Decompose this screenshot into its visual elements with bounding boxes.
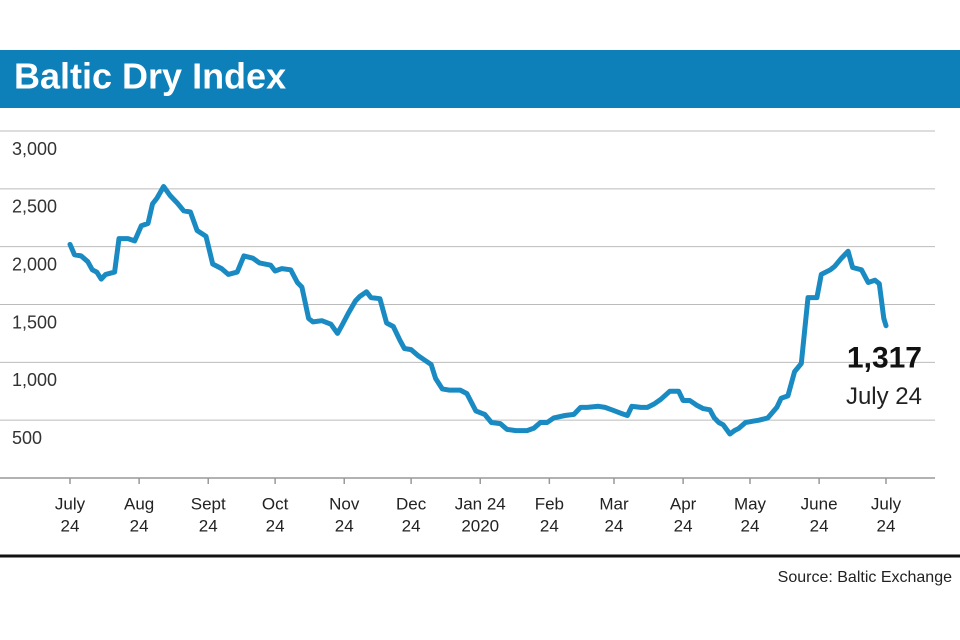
x-tick-label: Feb — [535, 494, 564, 513]
chart-title: Baltic Dry Index — [14, 56, 286, 97]
x-tick-label: 24 — [402, 516, 421, 535]
x-tick-label: 24 — [605, 516, 624, 535]
y-tick-label: 2,500 — [12, 197, 57, 217]
annotation-date: July 24 — [846, 383, 922, 410]
x-tick-label: 24 — [266, 516, 285, 535]
x-tick-label: Jan 24 — [455, 494, 506, 513]
x-tick-label: Apr — [670, 494, 697, 513]
source: Source: Baltic Exchange — [778, 569, 952, 586]
x-tick-label: 24 — [130, 516, 149, 535]
x-tick-label: 24 — [335, 516, 354, 535]
x-tick-label: 24 — [741, 516, 760, 535]
grid: 500 1,000 1,500 2,000 2,500 3,000 July 24 Aug 24 S… — [0, 130, 935, 535]
title-bar — [0, 50, 960, 108]
x-tick-label: Dec — [396, 494, 427, 513]
x-tick-label: 24 — [540, 516, 559, 535]
x-tick-label: Aug — [124, 494, 154, 513]
x-tick-label: Nov — [329, 494, 360, 513]
x-tick-label: Mar — [599, 494, 629, 513]
annotation-value: 1,317 — [847, 342, 922, 375]
y-tick-label: 1,000 — [12, 370, 57, 390]
x-tick-label: July — [871, 494, 902, 513]
plot: 1,317 July 24 — [67, 184, 922, 437]
x-tick-label: Oct — [262, 494, 289, 513]
y-tick-label: 1,500 — [12, 312, 57, 332]
x-tick-label: 24 — [877, 516, 896, 535]
x-tick-label: 24 — [61, 516, 80, 535]
y-tick-label: 2,000 — [12, 254, 57, 274]
x-tick-label: June — [801, 494, 838, 513]
x-tick-label: May — [734, 494, 767, 513]
y-tick-label: 500 — [12, 428, 42, 448]
x-tick-label: Sept — [191, 494, 226, 513]
x-tick-label: 24 — [199, 516, 218, 535]
y-tick-label: 3,000 — [12, 139, 57, 159]
x-tick-label: 2020 — [461, 516, 499, 535]
x-tick-label: 24 — [810, 516, 829, 535]
x-tick-label: 24 — [674, 516, 693, 535]
data-line — [67, 184, 889, 437]
x-tick-label: July — [55, 494, 86, 513]
